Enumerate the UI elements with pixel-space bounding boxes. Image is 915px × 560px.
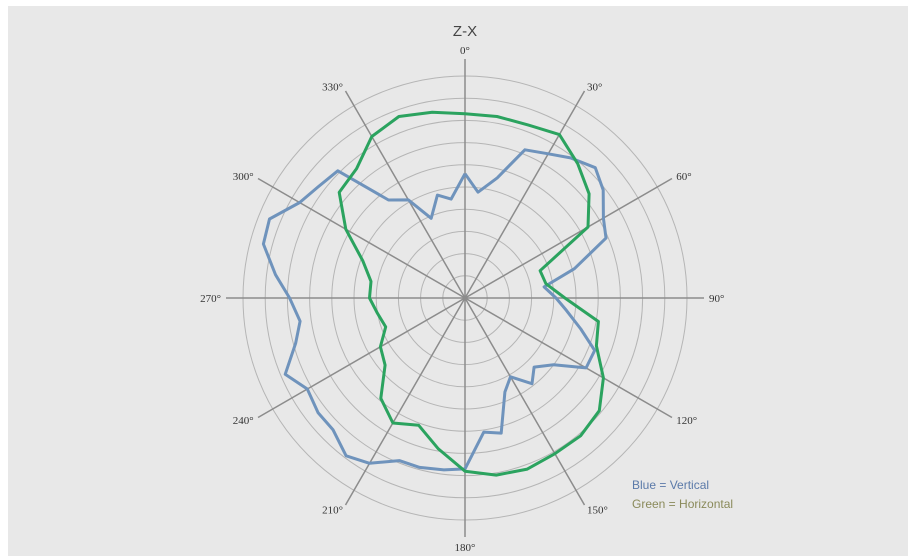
legend-vertical: Blue = Vertical (632, 478, 709, 492)
angle-label: 330° (322, 82, 343, 94)
angle-label: 270° (200, 293, 221, 305)
angle-label: 150° (587, 504, 608, 516)
angle-label: 0° (460, 45, 470, 57)
angle-labels: 0° 30° 60° 90° 120° 150° 180° 210° 240° 270° 300° 3… (200, 45, 724, 554)
angle-label: 30° (587, 82, 602, 94)
spokes (226, 59, 704, 537)
angle-label: 300° (233, 171, 254, 183)
series-vertical-line (261, 148, 608, 472)
angle-label: 120° (676, 415, 697, 427)
chart-title: Z-X (453, 23, 477, 40)
chart-container: Z-X 0° 30° 60° 90° 120° 150° 180° 210° 240° 270° 3… (8, 6, 908, 556)
angle-label: 90° (709, 293, 724, 305)
spoke-line (344, 90, 586, 506)
series-lines (261, 110, 608, 477)
legend-horizontal: Green = Horizontal (632, 497, 733, 511)
series-horizontal-line (337, 110, 605, 477)
angle-label: 60° (676, 171, 691, 183)
angle-label: 240° (233, 415, 254, 427)
polar-chart: Z-X 0° 30° 60° 90° 120° 150° 180° 210° 240° 270° 3… (200, 23, 733, 554)
angle-label: 210° (322, 504, 343, 516)
angle-label: 180° (455, 542, 476, 554)
